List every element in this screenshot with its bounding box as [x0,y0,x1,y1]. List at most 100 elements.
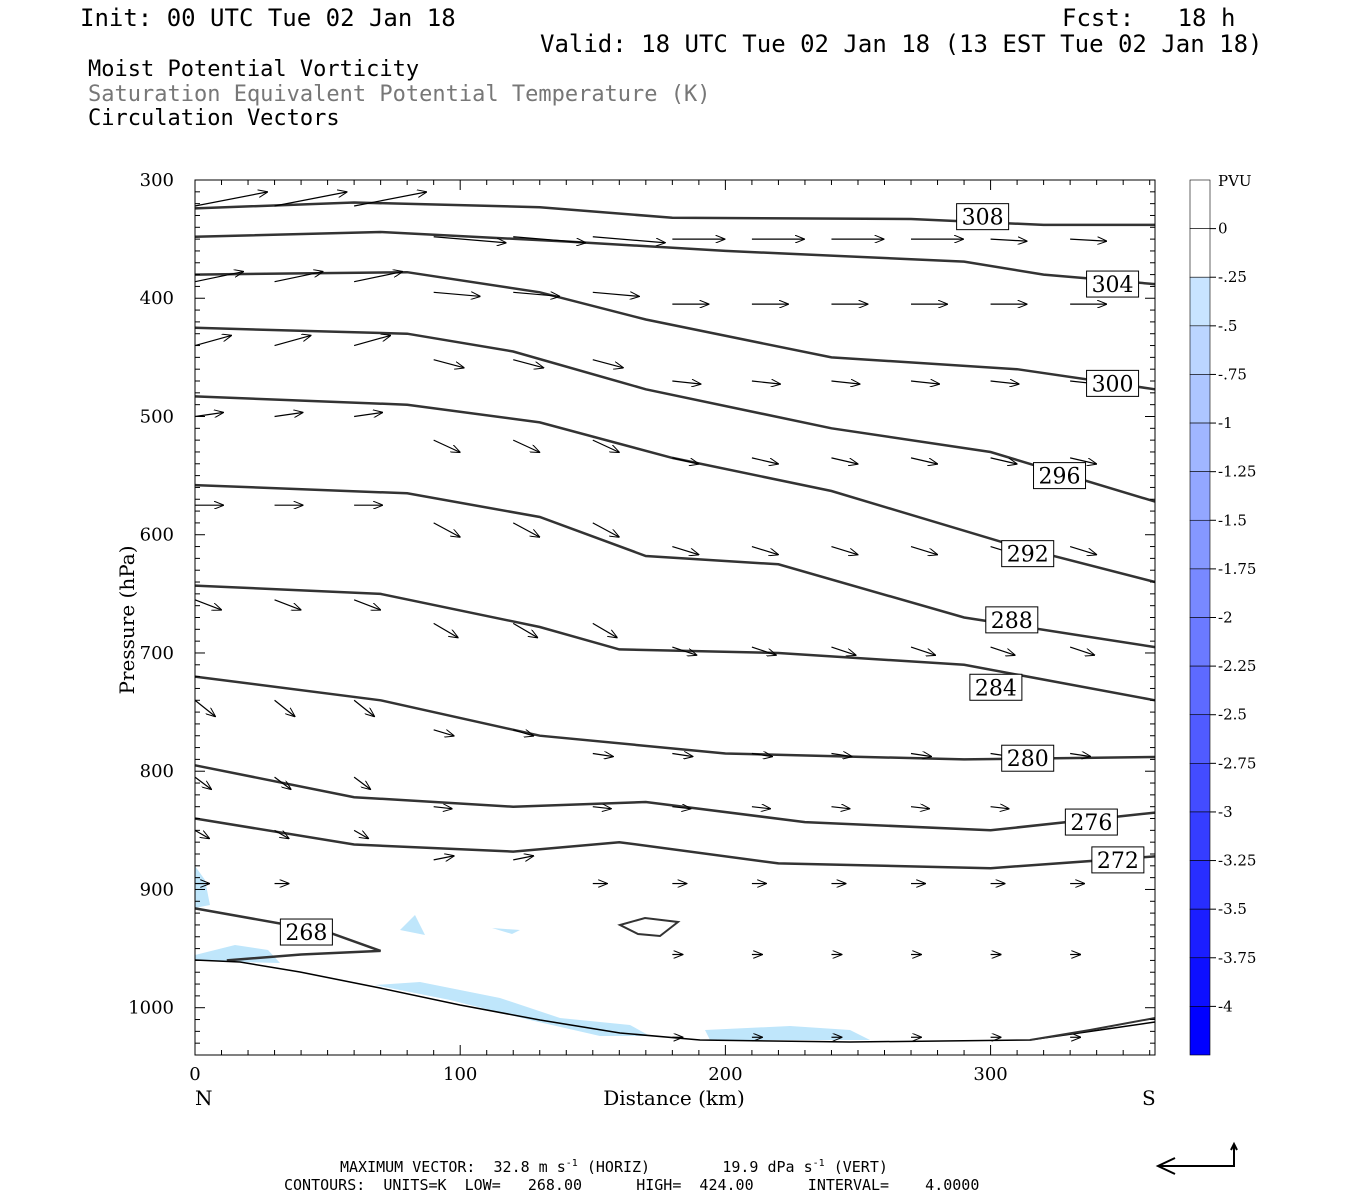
circulation-vector [592,292,639,296]
circulation-vector [433,622,458,637]
circulation-vector [990,381,1019,384]
max-vector-horiz: 32.8 m s [493,1158,566,1176]
circulation-vector [990,457,1017,464]
pv-shade-mid [400,915,425,935]
colorbar-label: -.25 [1218,268,1247,286]
field-title-vectors: Circulation Vectors [88,106,340,131]
pv-shade-surface [375,982,650,1036]
colorbar-cell [1189,1006,1211,1056]
circulation-vector [513,729,533,736]
contour-label-box-288 [985,606,1039,634]
colorbar-label: -3.75 [1218,949,1256,967]
pv-shade-surface-right [705,1026,870,1040]
terrain-line [194,959,1156,1043]
pv-shade-small [492,928,520,934]
max-vector-vert: 19.9 dPa s [722,1158,813,1176]
circulation-vector [433,439,460,452]
max-vector-horiz-exp: -1 [565,1158,578,1169]
south-end-label: S [1142,1086,1156,1110]
contour-label-layer: 308 304 300 296 292 288 284 280 276 272 268 [279,203,1145,946]
circulation-vector [990,646,1015,655]
circulation-vector [751,807,770,809]
small-closed-contour [617,916,681,938]
circulation-vector [354,192,426,207]
circulation-vector [831,381,859,384]
circulation-vector [910,381,939,384]
contour-label-box-304 [1086,270,1140,298]
circulation-vector [592,522,619,537]
circulation-vector [592,236,665,243]
circulation-vector [353,336,390,347]
circulation-vector [751,381,780,384]
colorbar-label: -.75 [1218,365,1247,383]
colorbar-label: -.5 [1218,317,1237,335]
contour-label-288: 288 [991,609,1033,634]
colorbar-cell [1189,179,1211,229]
circulation-vector [194,829,209,838]
circulation-vector [751,753,772,756]
contour-line-296 [194,326,1156,503]
x-tick-label: 300 [973,1064,1007,1085]
x-axis-title: Distance (km) [603,1086,745,1110]
circulation-vector [274,776,291,789]
colorbar-label: -2.75 [1218,754,1256,772]
colorbar-label: -3.5 [1218,900,1247,918]
circulation-vector [194,412,223,416]
contour-line-288 [194,483,1156,649]
circulation-vector [592,807,611,809]
contour-label-280: 280 [1007,747,1049,772]
circulation-vector [751,545,778,555]
colorbar-cell [1189,374,1211,424]
y-axis-title: Pressure (hPa) [115,546,139,695]
colorbar-cell [1189,228,1211,278]
circulation-vector [831,545,857,555]
contour-label-276: 276 [1070,811,1112,836]
circulation-vector [194,192,267,207]
init-time: Init: 00 UTC Tue 02 Jan 18 [80,4,456,32]
colorbar-label: -2 [1218,609,1233,627]
circulation-vector [274,192,347,207]
circulation-vector [592,359,623,368]
contour-label-box-296 [1033,462,1087,490]
colorbar-cell [1189,471,1211,521]
circulation-vector [513,856,533,860]
forecast-value: 18 h [1177,4,1236,32]
circulation-vector [990,807,1009,809]
circulation-vector-layer [194,192,1106,1037]
circulation-vector [354,412,382,416]
terrain-line-secondary [1029,1017,1156,1041]
colorbar-cell [1189,519,1211,570]
contour-label-box-284 [969,673,1023,701]
y-tick-label: 300 [140,170,174,191]
circulation-vector [910,646,935,655]
colorbar-cell [1189,617,1211,667]
circulation-vector [194,599,221,610]
circulation-vector [433,856,454,860]
circulation-vector [433,807,452,809]
circulation-vector [433,236,506,243]
colorbar-unit: PVU [1218,172,1252,190]
max-vector-label: MAXIMUM VECTOR: [340,1158,476,1176]
circulation-vector [831,457,857,464]
contour-line-308 [194,201,1155,227]
contour-label-box-272 [1091,846,1145,874]
colorbar-cell [1189,763,1211,813]
contour-info: CONTOURS: UNITS=K LOW= 268.00 HIGH= 424.… [284,1176,980,1194]
circulation-vector [672,753,692,756]
colorbar-cell [1189,811,1211,861]
axis-tick-layer [194,179,1155,1056]
circulation-vector [353,599,380,610]
y-tick-label: 400 [140,288,174,309]
field-title-theta: Saturation Equivalent Potential Temperat… [88,82,711,107]
circulation-vector [353,272,402,283]
colorbar-label: -3.25 [1218,852,1256,870]
colorbar-cell [1189,422,1211,472]
circulation-vector [910,457,937,464]
circulation-vector [274,412,303,416]
x-tick-label: 100 [443,1064,477,1085]
colorbar-label: -2.25 [1218,657,1256,675]
circulation-vector [592,439,619,452]
circulation-vector [433,292,480,296]
circulation-vector [274,336,311,347]
contour-line-280 [194,675,1156,761]
